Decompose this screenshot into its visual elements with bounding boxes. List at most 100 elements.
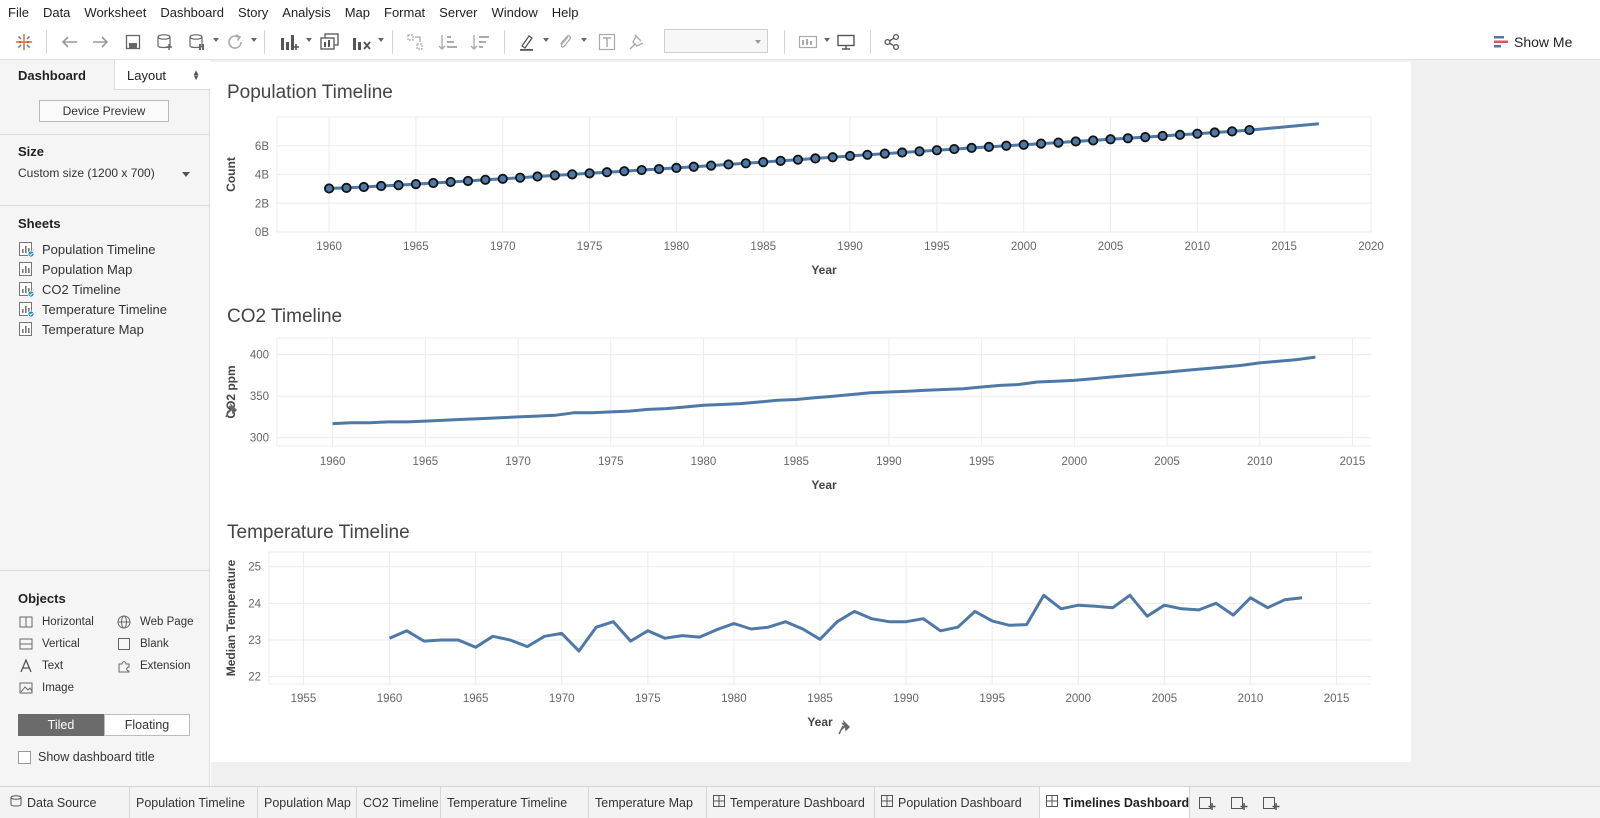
- menu-help[interactable]: Help: [551, 4, 579, 20]
- population-series-line: [329, 122, 1320, 190]
- new-data-source-icon[interactable]: [154, 30, 176, 54]
- sheet-item[interactable]: Temperature Timeline: [18, 300, 167, 318]
- tableau-logo-icon[interactable]: [12, 30, 36, 54]
- redo-icon[interactable]: [90, 30, 112, 54]
- sheet-tab[interactable]: Population Dashboard: [875, 787, 1040, 818]
- sheet-item[interactable]: Population Map: [18, 260, 132, 278]
- sheet-tab-label: Temperature Map: [595, 795, 693, 810]
- save-icon[interactable]: [122, 30, 144, 54]
- y-tick-label: 400: [250, 350, 269, 362]
- card-view-icon[interactable]: [796, 30, 820, 54]
- co2-chart-title: CO2 Timeline: [227, 306, 342, 327]
- sheet-item[interactable]: Temperature Map: [18, 320, 144, 338]
- sheet-item-label: Population Map: [42, 261, 133, 277]
- menu-format[interactable]: Format: [384, 4, 426, 20]
- data-point: [410, 179, 422, 190]
- new-worksheet-tab-icon[interactable]: [1196, 793, 1218, 813]
- object-item[interactable]: Vertical: [18, 635, 80, 653]
- x-tick-label: 1975: [577, 241, 603, 253]
- show-dashboard-title-checkbox[interactable]: Show dashboard title: [18, 750, 155, 764]
- data-point: [480, 174, 491, 185]
- co2-timeline-chart[interactable]: CO2 Timeline 1960 1965 1970 1975 1980 1985 1990…: [211, 296, 1411, 510]
- sheet-tab-label: Population Map: [264, 795, 351, 810]
- sort-ascending-icon[interactable]: [436, 30, 460, 54]
- co2-x-axis-title: Year: [811, 478, 837, 492]
- tab-dashboard[interactable]: Dashboard: [0, 60, 114, 90]
- object-item[interactable]: Text: [18, 657, 63, 675]
- data-point: [914, 146, 925, 157]
- sheet-tab[interactable]: Temperature Timeline: [441, 787, 589, 818]
- data-point: [619, 166, 630, 177]
- device-preview-button[interactable]: Device Preview: [39, 100, 169, 122]
- menu-window[interactable]: Window: [491, 4, 538, 20]
- data-point: [1192, 128, 1203, 139]
- y-tick-label: 22: [248, 672, 261, 684]
- fit-select[interactable]: [664, 29, 768, 53]
- sheet-tab[interactable]: Temperature Dashboard: [707, 787, 875, 818]
- sheet-tab[interactable]: CO2 Timeline: [357, 787, 441, 818]
- y-tick-label: 0B: [255, 227, 269, 239]
- highlight-icon[interactable]: [516, 30, 538, 54]
- clear-sheet-icon[interactable]: [350, 30, 374, 54]
- sheets-heading: Sheets: [18, 216, 61, 231]
- object-item[interactable]: Extension: [116, 657, 191, 675]
- refresh-icon[interactable]: [224, 30, 246, 54]
- sheet-item[interactable]: CO2 Timeline: [18, 280, 121, 298]
- data-point: [792, 154, 804, 165]
- pin-icon[interactable]: [626, 30, 648, 54]
- data-point: [827, 152, 838, 163]
- floating-button[interactable]: Floating: [104, 714, 190, 736]
- sheet-tab[interactable]: Temperature Map: [589, 787, 707, 818]
- show-me-button[interactable]: Show Me: [1494, 29, 1572, 55]
- temperature-timeline-chart[interactable]: Temperature Timeline 1955 1960 1965 1970 1975…: [211, 512, 1411, 742]
- sheet-tab[interactable]: Population Timeline: [130, 787, 258, 818]
- object-item[interactable]: Blank: [116, 635, 169, 653]
- undo-icon[interactable]: [58, 30, 80, 54]
- globe-icon: [116, 614, 132, 630]
- sheet-tab[interactable]: Population Map: [258, 787, 357, 818]
- tab-layout[interactable]: Layout ▲ ▼: [114, 60, 210, 90]
- x-tick-label: 1985: [783, 456, 809, 468]
- new-dashboard-tab-icon[interactable]: [1228, 793, 1250, 813]
- tiled-button[interactable]: Tiled: [18, 714, 104, 736]
- data-point: [688, 161, 699, 172]
- menu-file[interactable]: File: [8, 4, 29, 20]
- text-label-icon[interactable]: [596, 30, 618, 54]
- menu-data[interactable]: Data: [42, 4, 71, 20]
- pause-updates-icon[interactable]: [186, 30, 208, 54]
- worksheet-icon: [18, 301, 35, 318]
- new-worksheet-icon[interactable]: [278, 30, 302, 54]
- menu-dashboard[interactable]: Dashboard: [160, 4, 224, 20]
- sheet-item[interactable]: Population Timeline: [18, 240, 155, 258]
- swap-icon[interactable]: [404, 30, 428, 54]
- presentation-icon[interactable]: [834, 30, 858, 54]
- sheet-tab[interactable]: Data Source: [4, 787, 130, 818]
- duplicate-icon[interactable]: [318, 30, 342, 54]
- object-item[interactable]: Web Page: [116, 613, 194, 631]
- sheet-tab[interactable]: Timelines Dashboard: [1040, 787, 1190, 818]
- menu-server[interactable]: Server: [439, 4, 478, 20]
- size-select[interactable]: Custom size (1200 x 700): [18, 166, 194, 184]
- x-tick-label: 1965: [403, 241, 429, 253]
- menu-story[interactable]: Story: [237, 4, 269, 20]
- temperature-y-axis-title: Median Temperature: [224, 559, 238, 676]
- data-point: [1157, 130, 1168, 142]
- object-item[interactable]: Image: [18, 679, 74, 697]
- checkbox-box[interactable]: [18, 750, 31, 764]
- menu-worksheet[interactable]: Worksheet: [84, 4, 147, 20]
- data-point: [1053, 137, 1064, 148]
- x-tick-label: 1990: [837, 241, 863, 253]
- annotate-icon[interactable]: [554, 30, 576, 54]
- object-item[interactable]: Horizontal: [18, 613, 94, 631]
- new-story-tab-icon[interactable]: [1260, 793, 1282, 813]
- data-point: [1140, 132, 1151, 143]
- data-point: [1088, 135, 1099, 146]
- population-timeline-chart[interactable]: Population Timeline 1960 1965 1970 1975 1980 1…: [211, 72, 1411, 296]
- share-icon[interactable]: [880, 30, 904, 54]
- x-tick-label: 2005: [1098, 241, 1124, 253]
- menu-map[interactable]: Map: [344, 4, 370, 20]
- horizontal-container-icon: [18, 614, 34, 630]
- sort-descending-icon[interactable]: [468, 30, 492, 54]
- menu-analysis[interactable]: Analysis: [282, 4, 331, 20]
- sheet-tab-bar: Data Source Population Timeline Population…: [0, 786, 1600, 818]
